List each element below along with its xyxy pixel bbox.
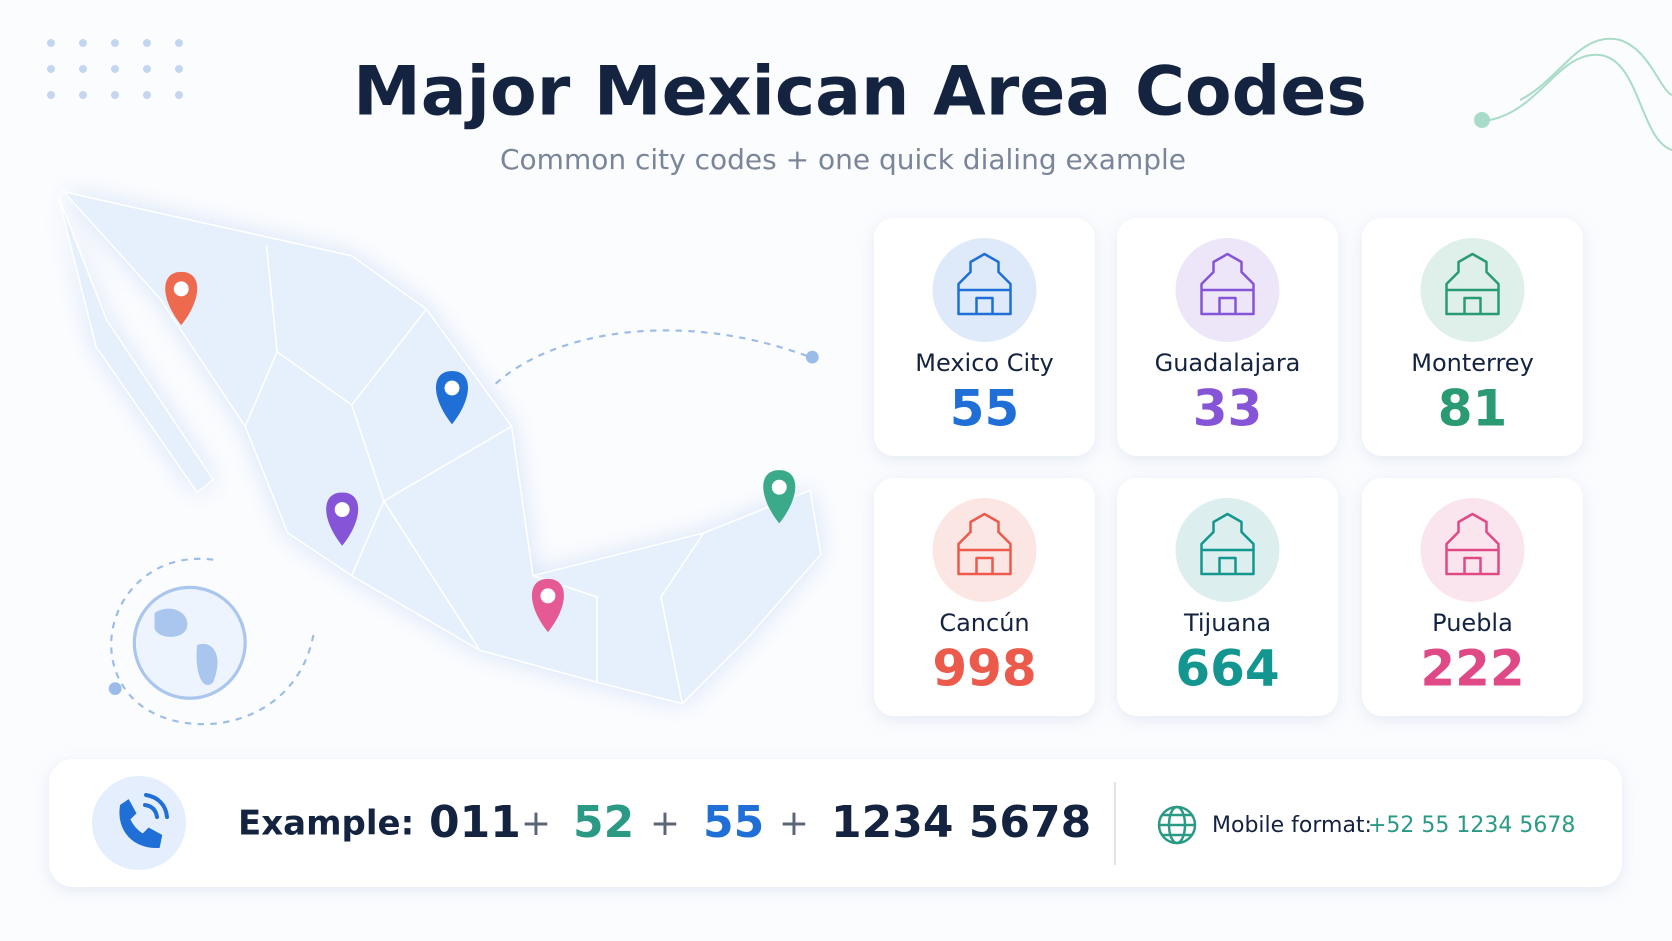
area-code: 222 (1420, 640, 1524, 698)
area-code: 33 (1193, 380, 1263, 438)
area-code: 998 (932, 640, 1036, 698)
area-code: 81 (1438, 380, 1508, 438)
card-bg (1117, 478, 1338, 716)
example-number: 011 +52 +55 +1234 5678 (429, 797, 1091, 848)
card-bg (1362, 218, 1583, 456)
globe-icon (1157, 805, 1197, 845)
wave-decoration (1474, 37, 1672, 151)
number-part: 011 (429, 797, 521, 848)
city-name: Mexico City (915, 349, 1053, 377)
city-card: Monterrey 81 (1362, 218, 1583, 456)
mobile-number: +52 55 1234 5678 (1368, 813, 1575, 838)
city-name: Puebla (1432, 609, 1513, 637)
city-icon (1200, 512, 1255, 576)
phone-icon-bg (92, 776, 186, 870)
card-bg (874, 218, 1095, 456)
dot-grid (47, 39, 183, 99)
card-bg (1362, 478, 1583, 716)
phone-icon (119, 793, 169, 849)
city-cards: Mexico City 55 Guadalajara 33 Monterrey 81 Can… (874, 218, 1583, 716)
city-card: Mexico City 55 (874, 218, 1095, 456)
city-name: Tijuana (1183, 609, 1271, 637)
map (57, 190, 822, 726)
city-card: Guadalajara 33 (1117, 218, 1338, 456)
city-icon (1200, 252, 1255, 316)
area-code: 664 (1175, 640, 1279, 698)
separator: + (650, 803, 680, 844)
globe-decoration (108, 557, 316, 726)
city-icon (1445, 252, 1500, 316)
city-icon (1445, 512, 1500, 576)
city-card: Tijuana 664 (1117, 478, 1338, 716)
city-icon (957, 512, 1012, 576)
city-name: Guadalajara (1155, 349, 1301, 377)
mobile-label: Mobile format: (1212, 813, 1372, 838)
city-icon (957, 252, 1012, 316)
subtitle: Common city codes + one quick dialing ex… (500, 143, 1186, 176)
number-part: 1234 5678 (831, 797, 1091, 848)
city-card: Puebla 222 (1362, 478, 1583, 716)
city-name: Monterrey (1411, 349, 1534, 377)
example-label: Example: (238, 804, 414, 844)
number-part: 55 (703, 797, 764, 848)
card-bg (1117, 218, 1338, 456)
number-part: 52 (573, 797, 634, 848)
title: Major Mexican Area Codes (353, 53, 1367, 132)
city-card: Cancún 998 (874, 478, 1095, 716)
separator: + (779, 803, 809, 844)
separator: + (521, 803, 551, 844)
pins (165, 271, 796, 633)
city-name: Cancún (939, 609, 1029, 637)
card-bg (874, 478, 1095, 716)
example-bar (49, 759, 1622, 887)
area-code: 55 (950, 380, 1020, 438)
